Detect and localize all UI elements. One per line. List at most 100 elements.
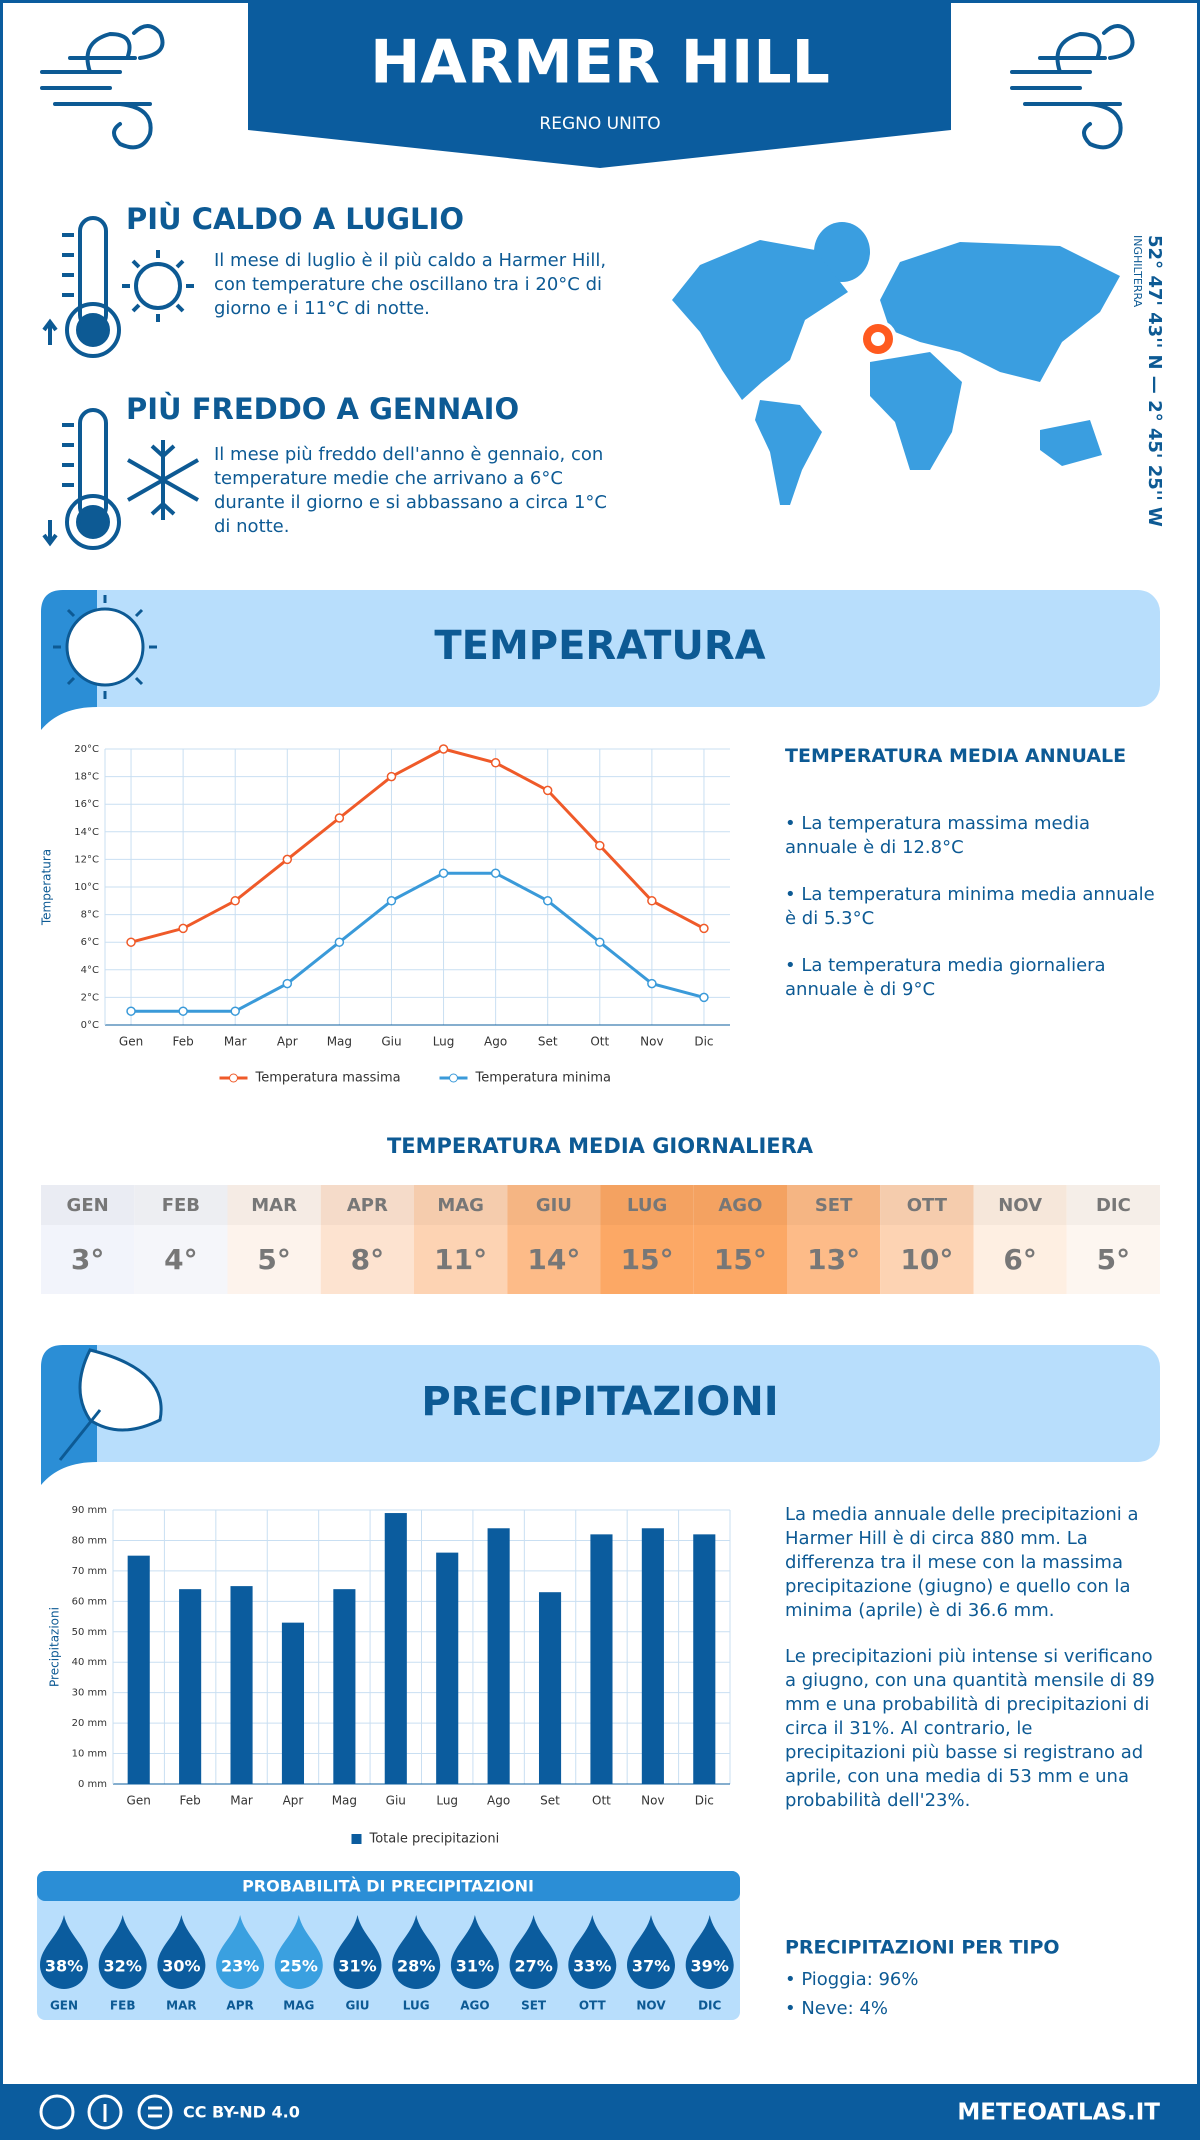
point — [386, 771, 397, 782]
probability-value: 33% — [573, 1957, 611, 1976]
point — [647, 896, 657, 906]
y-tick-label: 40 mm — [72, 1657, 107, 1668]
point — [282, 978, 293, 989]
x-tick-label: Mag — [332, 1794, 357, 1808]
month-label: GEN — [67, 1195, 109, 1216]
x-tick-label: Ago — [484, 1035, 507, 1049]
drop — [392, 1915, 441, 1989]
drop — [216, 1915, 265, 1989]
bar — [693, 1534, 716, 1784]
month-label: MAR — [251, 1195, 297, 1216]
bar — [487, 1528, 510, 1784]
type-item: • Neve: 4% — [785, 1998, 888, 2019]
section-title: PRECIPITAZIONI — [421, 1379, 778, 1425]
month-label: GIU — [536, 1195, 572, 1216]
month-label: AGO — [718, 1195, 762, 1216]
y-tick-label: 0°C — [81, 1020, 99, 1031]
table-cell — [600, 1185, 694, 1294]
x-tick-label: Lug — [436, 1794, 458, 1808]
point — [178, 923, 188, 934]
probability-month: APR — [226, 1999, 253, 2013]
x-tick-label: Ott — [590, 1035, 609, 1049]
y-tick-label: 16°C — [74, 799, 99, 810]
probability-title: PROBABILITÀ DI PRECIPITAZIONI — [242, 1877, 534, 1896]
site: METEOATLAS.IT — [957, 2100, 1160, 2126]
table-cell — [1066, 1185, 1160, 1294]
x-tick-label: Lug — [433, 1035, 455, 1049]
month-label: MAG — [437, 1195, 484, 1216]
temp-value: 5° — [1097, 1243, 1130, 1276]
point — [542, 896, 553, 906]
x-tick-label: Giu — [386, 1794, 406, 1808]
x-tick-label: Set — [540, 1794, 560, 1808]
y-tick-label: 0 mm — [78, 1779, 107, 1790]
header-banner — [248, 0, 951, 168]
point — [178, 1006, 188, 1016]
drop — [333, 1915, 382, 1989]
table-cell — [227, 1185, 321, 1294]
temperature-banner — [41, 590, 1160, 707]
point — [386, 896, 397, 906]
probability-value: 28% — [397, 1957, 435, 1976]
type-title: PRECIPITAZIONI PER TIPO — [785, 1937, 1060, 1959]
drop — [274, 1915, 323, 1989]
point — [438, 868, 449, 878]
table-cell — [880, 1185, 974, 1294]
location-marker — [859, 320, 897, 358]
x-tick-label: Nov — [641, 1794, 664, 1808]
umbrella-icon — [58, 1348, 163, 1461]
month-label: OTT — [907, 1195, 948, 1216]
legend-marker — [351, 1834, 362, 1844]
y-tick-label: 6°C — [81, 937, 99, 948]
table-cell — [134, 1185, 228, 1294]
point — [595, 840, 605, 851]
table-cell — [320, 1185, 414, 1294]
probability-month: GIU — [345, 1999, 369, 2013]
temp-value: 5° — [257, 1243, 290, 1276]
legend-label: Temperatura massima — [255, 1071, 401, 1086]
warm-text: Il mese di luglio è il più caldo a Harme… — [214, 250, 607, 319]
x-tick-label: Mag — [327, 1035, 352, 1049]
x-tick-label: Set — [538, 1035, 558, 1049]
point — [334, 813, 345, 823]
temp-value: 15° — [714, 1243, 767, 1276]
table-cell — [973, 1185, 1067, 1294]
point — [595, 937, 605, 947]
probability-month: OTT — [579, 1999, 607, 2013]
warm-title: PIÙ CALDO A LUGLIO — [126, 202, 464, 236]
probability-month: DIC — [698, 1999, 721, 2013]
y-axis-label: Temperatura — [40, 849, 54, 926]
y-tick-label: 90 mm — [72, 1505, 107, 1516]
x-tick-label: Ott — [592, 1794, 611, 1808]
table-cell — [41, 1185, 135, 1294]
probability-value: 31% — [338, 1957, 376, 1976]
probability-month: FEB — [110, 1999, 136, 2013]
bar — [179, 1589, 202, 1784]
bar — [333, 1589, 356, 1784]
point — [282, 854, 293, 865]
summary-title: TEMPERATURA MEDIA ANNUALE — [785, 745, 1127, 767]
y-tick-label: 20°C — [74, 744, 99, 755]
point — [230, 1006, 240, 1016]
bar — [384, 1513, 407, 1784]
probability-month: NOV — [636, 1999, 666, 2013]
bar — [436, 1552, 459, 1784]
temp-value: 15° — [621, 1243, 674, 1276]
wind-icon-right — [1010, 24, 1135, 150]
y-tick-label: 8°C — [81, 910, 99, 921]
drop — [685, 1915, 734, 1989]
y-tick-label: 60 mm — [72, 1596, 107, 1607]
line — [130, 747, 705, 944]
y-tick-label: 14°C — [74, 827, 99, 838]
point — [490, 758, 501, 768]
x-tick-label: Feb — [180, 1794, 201, 1808]
y-tick-label: 30 mm — [72, 1688, 107, 1699]
y-tick-label: 4°C — [81, 965, 99, 976]
point — [699, 992, 709, 1003]
probability-value: 31% — [456, 1957, 494, 1976]
temp-value: 4° — [164, 1243, 197, 1276]
y-tick-label: 2°C — [81, 992, 99, 1003]
coordinates: 52° 47' 43'' N — 2° 45' 25'' W — [1144, 235, 1165, 527]
